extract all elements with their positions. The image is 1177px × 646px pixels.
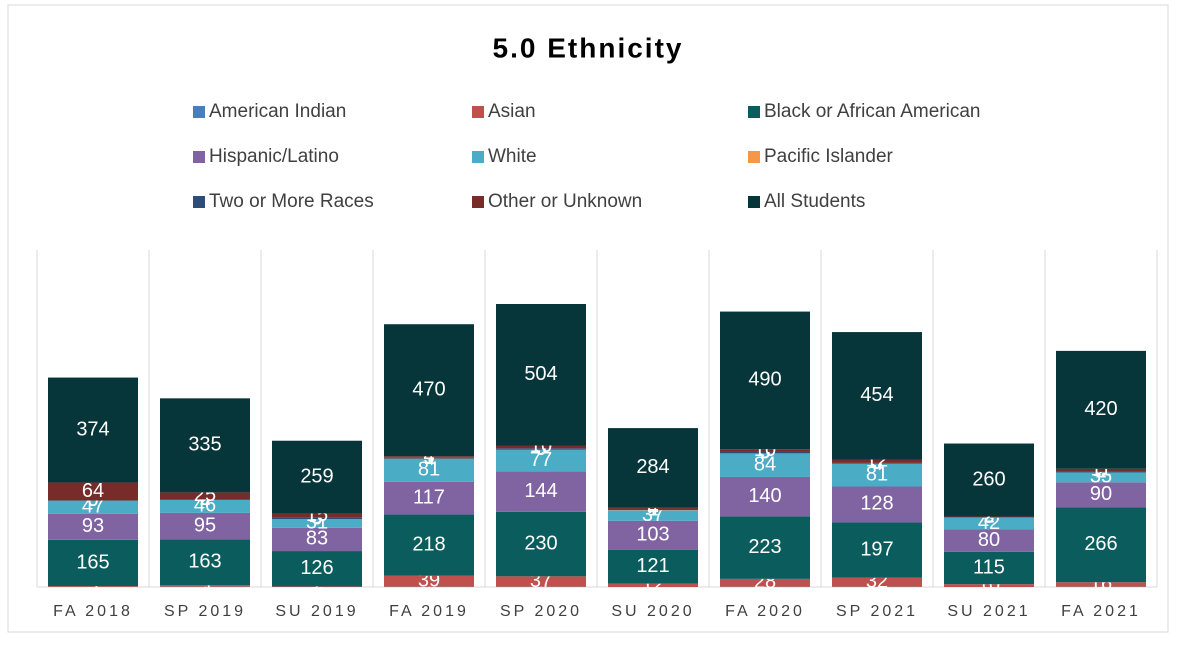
data-label: 126 bbox=[300, 557, 333, 579]
data-label: 260 bbox=[972, 468, 1005, 490]
data-label: 454 bbox=[860, 384, 893, 406]
x-tick-label: FA 2021 bbox=[1061, 603, 1141, 620]
data-label: 218 bbox=[412, 533, 445, 555]
legend-swatch bbox=[748, 196, 760, 208]
data-label: 165 bbox=[76, 551, 109, 573]
data-label: 103 bbox=[636, 523, 669, 545]
legend-label: Two or More Races bbox=[209, 191, 374, 212]
data-label: 64 bbox=[82, 480, 104, 502]
x-tick-label: SP 2019 bbox=[164, 603, 246, 620]
legend-label: Other or Unknown bbox=[488, 191, 642, 212]
data-label: 144 bbox=[524, 480, 557, 502]
legend-swatch bbox=[193, 106, 205, 118]
data-label: 121 bbox=[636, 555, 669, 577]
legend-swatch bbox=[472, 151, 484, 163]
data-label: 117 bbox=[413, 486, 445, 508]
data-label: 284 bbox=[636, 456, 669, 478]
x-tick-label: FA 2019 bbox=[389, 603, 469, 620]
legend-label: Black or African American bbox=[764, 101, 980, 122]
legend-swatch bbox=[748, 151, 760, 163]
data-label: 335 bbox=[188, 434, 221, 456]
data-label: 197 bbox=[860, 538, 893, 560]
legend-swatch bbox=[472, 196, 484, 208]
legend-swatch bbox=[472, 106, 484, 118]
data-label: 259 bbox=[300, 465, 333, 487]
x-tick-label: FA 2020 bbox=[725, 603, 805, 620]
data-label: 128 bbox=[860, 493, 893, 515]
legend-label: White bbox=[488, 146, 537, 167]
x-tick-label: SU 2021 bbox=[947, 603, 1030, 620]
chart-title: 5.0 Ethnicity bbox=[493, 32, 684, 63]
data-label: 163 bbox=[188, 551, 221, 573]
data-label: 140 bbox=[748, 485, 781, 507]
data-label: 223 bbox=[748, 536, 781, 558]
x-tick-label: SP 2021 bbox=[836, 603, 918, 620]
data-label: 504 bbox=[524, 363, 557, 385]
data-label: 115 bbox=[973, 556, 1005, 578]
data-label: 95 bbox=[194, 514, 216, 536]
legend-label: All Students bbox=[764, 191, 865, 212]
data-label: 420 bbox=[1084, 398, 1117, 420]
data-label: 490 bbox=[748, 369, 781, 391]
legend-swatch bbox=[193, 196, 205, 208]
legend-label: Asian bbox=[488, 101, 536, 122]
legend-label: Pacific Islander bbox=[764, 146, 894, 167]
x-tick-label: FA 2018 bbox=[53, 603, 133, 620]
x-tick-label: SU 2019 bbox=[275, 603, 358, 620]
data-label: 230 bbox=[524, 532, 557, 554]
legend-swatch bbox=[748, 106, 760, 118]
legend-label: American Indian bbox=[209, 101, 346, 122]
legend-swatch bbox=[193, 151, 205, 163]
x-tick-label: SP 2020 bbox=[500, 603, 582, 620]
legend-label: Hispanic/Latino bbox=[209, 146, 339, 167]
data-label: 93 bbox=[82, 515, 104, 537]
data-label: 470 bbox=[412, 378, 445, 400]
x-tick-label: SU 2020 bbox=[611, 603, 694, 620]
data-label: 266 bbox=[1084, 533, 1117, 555]
data-label: 374 bbox=[76, 418, 109, 440]
